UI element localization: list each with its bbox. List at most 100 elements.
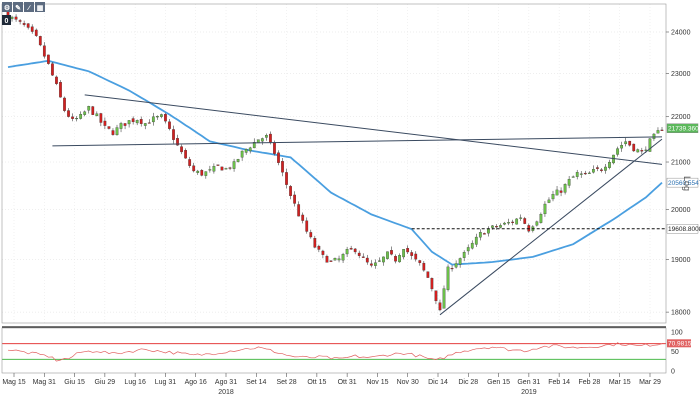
candle-body <box>260 138 264 142</box>
candle-body <box>491 225 494 228</box>
candle-body <box>204 171 208 176</box>
candle <box>499 223 502 229</box>
candle <box>248 146 252 154</box>
candle <box>18 18 22 25</box>
candle <box>111 128 115 136</box>
price-panel-frame <box>1 3 667 324</box>
y-tick-label: 19000 <box>671 257 691 264</box>
draw-icon[interactable] <box>24 2 34 12</box>
log-scale-label[interactable]: Log <box>682 176 692 191</box>
candle-body <box>42 45 46 57</box>
trend-line <box>84 94 663 165</box>
candle-body <box>583 172 587 175</box>
candle <box>325 254 329 263</box>
candle <box>394 254 397 264</box>
candle <box>99 112 103 127</box>
candle <box>67 108 70 118</box>
candle-body <box>180 146 183 153</box>
candle-body <box>51 63 54 76</box>
candle <box>151 112 155 126</box>
candle <box>535 220 539 227</box>
candle-body <box>236 158 240 162</box>
candle <box>147 119 151 124</box>
candle-body <box>543 203 547 215</box>
candle-body <box>406 247 410 253</box>
candle-body <box>115 127 119 136</box>
candle-body <box>309 232 313 238</box>
candle-body <box>442 288 446 309</box>
candle <box>220 166 224 171</box>
candle-body <box>103 120 107 126</box>
y-tick-label: 22000 <box>671 114 691 121</box>
x-tick-label: Lug 16 <box>124 379 146 386</box>
moving-average-layer <box>7 59 663 266</box>
candle-body <box>478 232 482 238</box>
gear-icon[interactable] <box>2 2 12 12</box>
year-label: 2018 <box>218 389 234 396</box>
candle <box>95 111 99 117</box>
candle-body <box>495 226 498 228</box>
candle <box>369 260 373 268</box>
price-tags: 21739.3602 20560.5547 19608.8008 70.9815 <box>666 123 700 348</box>
edit-icon[interactable] <box>13 2 23 12</box>
table-icon[interactable] <box>35 2 45 12</box>
price-tag-label: 20560.5547 <box>668 180 700 187</box>
candle <box>26 23 30 30</box>
candle <box>620 141 624 152</box>
candle-body <box>636 149 640 153</box>
candle <box>406 245 410 254</box>
candle-body <box>503 222 506 225</box>
candle <box>91 105 95 116</box>
candle-body <box>373 262 377 266</box>
candle-body <box>329 260 333 262</box>
rsi-tick-label: 50 <box>671 349 679 356</box>
x-tick-label: Nov 15 <box>366 379 388 386</box>
candle <box>14 14 18 22</box>
candle <box>503 221 506 226</box>
candle <box>446 264 450 292</box>
rsi-current-tag-box <box>667 339 691 348</box>
price-tag-box <box>666 177 699 188</box>
panel-number-badge[interactable] <box>2 15 11 25</box>
candle <box>551 190 555 202</box>
candle <box>204 171 208 179</box>
candle-body <box>91 106 95 115</box>
candle <box>386 251 389 260</box>
candle <box>42 42 46 59</box>
candle <box>474 233 478 247</box>
candle-body <box>515 218 519 225</box>
candle <box>511 219 515 226</box>
candle <box>127 120 131 128</box>
candle <box>143 122 147 130</box>
candle <box>583 170 587 175</box>
candle-body <box>462 252 466 258</box>
rsi-panel <box>2 342 666 362</box>
candle-body <box>135 120 139 124</box>
candle <box>660 127 664 131</box>
candle <box>567 175 571 189</box>
candle <box>648 138 652 152</box>
candle-body <box>248 147 252 152</box>
candle-body <box>281 161 284 173</box>
candle <box>22 20 26 27</box>
x-tick-label: Mar 29 <box>639 379 661 386</box>
candle-body <box>365 257 369 263</box>
candle-body <box>216 164 220 166</box>
candle-body <box>394 256 397 262</box>
candle-body <box>184 150 188 159</box>
candle <box>587 171 591 174</box>
candle-body <box>18 20 22 22</box>
candle-body <box>22 23 26 25</box>
candle <box>200 169 204 177</box>
candle <box>51 61 54 76</box>
candle-body <box>507 222 510 224</box>
candle-body <box>591 169 595 173</box>
candle-body <box>559 190 563 193</box>
candle <box>208 165 212 173</box>
candle-body <box>192 165 196 172</box>
candle-body <box>523 218 527 224</box>
candle-body <box>228 167 232 169</box>
candle-body <box>59 82 62 98</box>
candle-body <box>160 114 163 117</box>
